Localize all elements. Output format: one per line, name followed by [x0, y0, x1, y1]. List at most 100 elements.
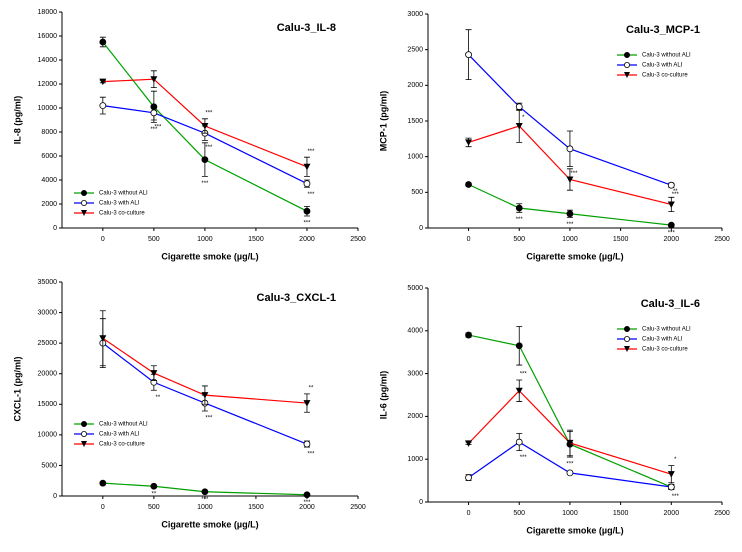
- significance-label: ***: [205, 416, 213, 422]
- y-tick-label: 25000: [38, 340, 58, 347]
- panel: 0 5000 10000 15000 20000 25000 30000 35000 0 500 1…: [12, 279, 366, 530]
- y-tick-label: 5000: [407, 285, 423, 292]
- marker: [667, 471, 675, 478]
- x-tick-label: 1000: [197, 504, 213, 511]
- y-tick-label: 3000: [407, 11, 423, 18]
- legend-label: Calu-3 without ALI: [99, 191, 148, 197]
- y-tick-label: 0: [419, 499, 423, 506]
- significance-label: ***: [570, 171, 578, 177]
- series-line: [102, 482, 307, 496]
- y-tick-label: 6000: [41, 153, 57, 160]
- x-tick-label: 0: [101, 504, 105, 511]
- significance-label: ***: [205, 110, 213, 116]
- y-tick-label: 500: [411, 189, 423, 196]
- y-tick-label: 2500: [407, 47, 423, 54]
- series-line: [468, 54, 672, 186]
- x-tick-label: 2500: [714, 510, 730, 517]
- marker: [566, 469, 574, 477]
- legend-marker: [624, 346, 630, 352]
- legend-label: Calu-3 with ALI: [642, 63, 683, 69]
- marker: [465, 440, 473, 447]
- legend-marker: [81, 441, 87, 447]
- marker: [515, 103, 523, 111]
- marker: [465, 139, 473, 146]
- marker: [465, 181, 472, 188]
- significance-label: ***: [303, 500, 311, 506]
- significance-label: ***: [566, 462, 574, 468]
- y-tick-label: 20000: [38, 371, 58, 378]
- marker: [99, 78, 107, 86]
- legend-label: Calu-3 without ALI: [642, 53, 691, 59]
- significance-label: **: [156, 395, 161, 401]
- x-tick-label: 2000: [664, 510, 680, 517]
- significance-label: **: [673, 189, 678, 195]
- chart-title: Calu-3_MCP-1: [626, 24, 700, 36]
- marker: [465, 51, 472, 59]
- legend-label: Calu-3 with ALI: [642, 337, 683, 343]
- significance-label: ***: [672, 192, 680, 198]
- y-tick-label: 0: [419, 225, 423, 232]
- significance-label: ***: [520, 455, 528, 461]
- x-tick-label: 1000: [562, 510, 578, 517]
- marker: [201, 123, 209, 130]
- marker: [150, 370, 158, 377]
- marker: [99, 38, 107, 46]
- y-tick-label: 4000: [407, 328, 423, 335]
- significance-label: ***: [307, 192, 315, 198]
- panel: 0 1000 2000 3000 4000 5000 0 500 1000 1500 2000 250…: [378, 285, 730, 536]
- significance-label: ***: [566, 222, 574, 228]
- x-tick-label: 500: [148, 236, 160, 243]
- marker: [303, 180, 311, 188]
- x-tick-label: 2000: [299, 504, 315, 511]
- y-tick-label: 10000: [38, 432, 58, 439]
- x-axis-label: Cigarette smoke (µg/L): [526, 251, 623, 261]
- y-tick-label: 2000: [407, 413, 423, 420]
- x-axis-label: Cigarette smoke (µg/L): [526, 525, 623, 535]
- significance-label: ***: [205, 145, 213, 151]
- legend-marker: [81, 430, 88, 437]
- marker: [150, 482, 158, 490]
- marker: [667, 483, 675, 491]
- y-tick-label: 0: [53, 493, 57, 500]
- legend-marker: [624, 335, 631, 342]
- x-tick-label: 1000: [562, 236, 578, 243]
- legend-marker: [624, 62, 631, 69]
- marker: [150, 76, 158, 83]
- y-axis-label: CXCL-1 (pg/ml): [12, 357, 22, 422]
- series-line: [468, 183, 672, 226]
- marker: [566, 176, 574, 183]
- significance-label: ***: [201, 497, 209, 503]
- marker: [303, 207, 311, 215]
- y-tick-label: 2000: [41, 201, 57, 208]
- chart-title: Calu-3_IL-8: [277, 22, 336, 34]
- significance-label: **: [309, 385, 314, 391]
- y-tick-label: 30000: [38, 309, 58, 316]
- y-tick-label: 16000: [38, 33, 58, 40]
- x-tick-label: 500: [513, 510, 525, 517]
- x-tick-label: 2000: [664, 236, 680, 243]
- marker: [515, 387, 523, 395]
- series-line: [102, 342, 308, 445]
- y-tick-label: 5000: [41, 462, 57, 469]
- marker: [465, 331, 472, 339]
- legend-marker: [81, 420, 88, 427]
- legend-marker: [81, 210, 87, 216]
- x-tick-label: 500: [148, 504, 160, 511]
- marker: [566, 439, 574, 447]
- significance-label: *: [674, 457, 677, 463]
- marker: [303, 440, 311, 448]
- significance-label: ***: [307, 452, 315, 458]
- legend-label: Calu-3 with ALI: [99, 432, 140, 438]
- marker: [303, 400, 311, 407]
- chart-title: Calu-3_CXCL-1: [257, 292, 336, 304]
- marker: [201, 392, 209, 399]
- legend-label: Calu-3 co-culture: [99, 211, 145, 217]
- marker: [201, 488, 209, 496]
- y-tick-label: 0: [53, 225, 57, 232]
- y-tick-label: 15000: [38, 401, 58, 408]
- legend-marker: [624, 325, 631, 332]
- y-tick-label: 1000: [407, 456, 423, 463]
- marker: [515, 342, 523, 350]
- y-axis-label: IL-8 (pg/ml): [12, 96, 22, 145]
